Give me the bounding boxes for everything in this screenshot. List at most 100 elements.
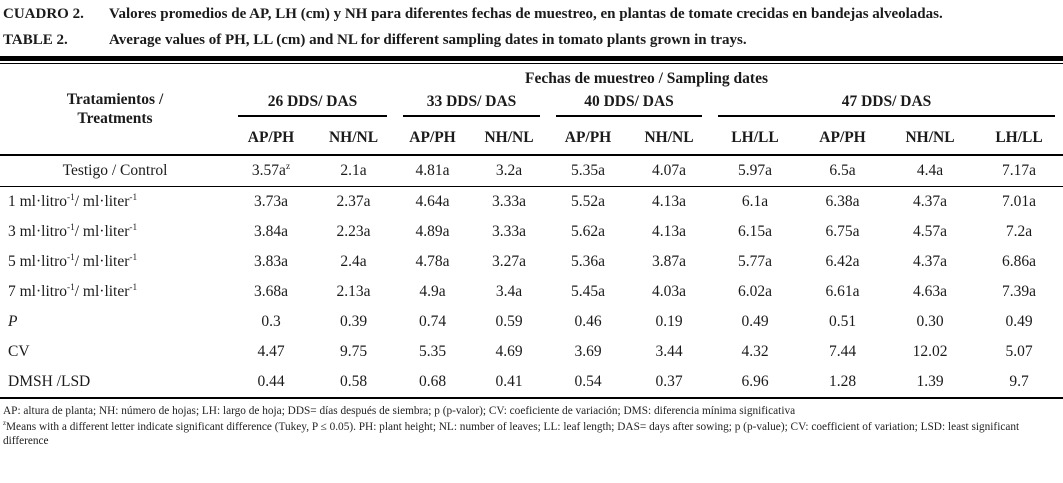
- header-row-spanner: Tratamientos / Treatments Fechas de mues…: [0, 64, 1063, 156]
- measure-column-header: NH/NL: [312, 122, 395, 156]
- data-cell: 5.77a: [737, 253, 772, 270]
- data-cell: 12.02: [912, 343, 948, 360]
- footnote-superscript-z: z: [3, 419, 7, 427]
- data-cell: 4.07a: [628, 155, 710, 187]
- data-cell: 5.97a: [710, 155, 800, 187]
- data-cell: 0.74: [418, 313, 447, 330]
- treatments-header-line2: Treatments: [77, 110, 153, 127]
- data-cell: 3.69: [574, 343, 602, 360]
- data-cell: 9.7: [1009, 373, 1029, 390]
- data-cell: 4.47: [257, 343, 285, 360]
- caption-spanish-text: Valores promedios de AP, LH (cm) y NH pa…: [109, 6, 943, 22]
- measure-column-header: NH/NL: [628, 122, 710, 156]
- row-label: 3 ml·litro-1/ ml·liter-1: [8, 222, 138, 240]
- caption-english-text: Average values of PH, LL (cm) and NL for…: [109, 32, 747, 48]
- data-cell: 5.52a: [570, 193, 605, 210]
- measure-column-header: AP/PH: [395, 122, 470, 156]
- data-cell: 2.37a: [336, 193, 371, 210]
- data-cell: 2.1a: [312, 155, 395, 187]
- data-cell: 0.3: [261, 313, 281, 330]
- data-cell: 5.36a: [570, 253, 605, 270]
- data-cell: 4.32: [741, 343, 769, 360]
- data-cell: 0.19: [655, 313, 683, 330]
- caption-spanish-label: CUADRO 2.: [3, 6, 84, 22]
- data-cell: 4.13a: [651, 193, 686, 210]
- table-header: Tratamientos / Treatments Fechas de mues…: [0, 64, 1063, 156]
- data-cell: 4.03a: [651, 283, 686, 300]
- table-row: 3 ml·litro-1/ ml·liter-1 3.84a 2.23a 4.89a 3…: [0, 217, 1063, 247]
- footnote-english-text: Means with a different letter indicate s…: [3, 420, 1020, 448]
- data-cell: 3.33a: [491, 223, 526, 240]
- measure-column-header: NH/NL: [470, 122, 548, 156]
- table-footnotes: AP: altura de planta; NH: número de hoja…: [0, 399, 1063, 449]
- data-cell: 0.58: [339, 373, 368, 390]
- data-cell: 0.51: [828, 313, 857, 330]
- measure-column-header: NH/NL: [885, 122, 975, 156]
- sampling-date-group-header: 26 DDS/ DAS: [230, 93, 395, 122]
- data-cell: 3.84a: [253, 223, 288, 240]
- data-cell: 9.75: [339, 343, 368, 360]
- data-cell: 4.64a: [415, 193, 450, 210]
- table-row: Testigo / Control 3.57az 2.1a 4.81a 3.2a 5.35…: [0, 155, 1063, 187]
- sampling-date-group-header: 47 DDS/ DAS: [710, 93, 1063, 122]
- data-cell: 0.44: [257, 373, 285, 390]
- row-label: CV: [8, 343, 30, 360]
- table-row: 7 ml·litro-1/ ml·liter-1 3.68a 2.13a 4.9a 3.…: [0, 277, 1063, 307]
- row-label: DMSH /LSD: [8, 373, 91, 390]
- data-cell: 0.54: [574, 373, 602, 390]
- data-cell: 4.89a: [415, 223, 450, 240]
- data-cell: 0.49: [741, 313, 769, 330]
- caption-spanish: CUADRO 2. Valores promedios de AP, LH (c…: [3, 3, 1059, 26]
- caption-english: TABLE 2. Average values of PH, LL (cm) a…: [3, 29, 1059, 52]
- measure-column-header: LH/LL: [975, 122, 1063, 156]
- data-cell: 6.61a: [825, 283, 860, 300]
- data-cell: 4.9a: [419, 283, 446, 300]
- data-cell: 4.4a: [885, 155, 975, 187]
- data-cell: 0.59: [495, 313, 523, 330]
- data-cell: 3.83a: [253, 253, 288, 270]
- measure-column-header: AP/PH: [800, 122, 885, 156]
- data-cell: 5.45a: [570, 283, 605, 300]
- data-cell: 7.01a: [1002, 193, 1037, 210]
- data-cell: 2.13a: [336, 283, 371, 300]
- data-cell: 4.63a: [912, 283, 947, 300]
- data-cell: 3.87a: [651, 253, 686, 270]
- table-row: 5 ml·litro-1/ ml·liter-1 3.83a 2.4a 4.78a 3.…: [0, 247, 1063, 277]
- data-cell: 3.57az: [230, 155, 312, 187]
- table-body: Testigo / Control 3.57az 2.1a 4.81a 3.2a 5.35…: [0, 155, 1063, 397]
- data-cell: 1.28: [828, 373, 857, 390]
- data-cell: 3.4a: [495, 283, 523, 300]
- data-cell: 6.1a: [741, 193, 769, 210]
- data-cell: 4.37a: [912, 253, 947, 270]
- data-cell: 5.07: [1005, 343, 1033, 360]
- data-cell: 6.96: [741, 373, 769, 390]
- data-cell: 6.38a: [825, 193, 860, 210]
- data-cell: 6.75a: [825, 223, 860, 240]
- table-bottom-rule: [0, 397, 1063, 399]
- data-cell: 5.62a: [570, 223, 605, 240]
- table-row: 1 ml·litro-1/ ml·liter-1 3.73a 2.37a 4.64a 3…: [0, 187, 1063, 218]
- data-cell: 7.17a: [975, 155, 1063, 187]
- data-cell: 6.42a: [825, 253, 860, 270]
- data-cell: 7.39a: [1002, 283, 1037, 300]
- data-cell: 2.23a: [336, 223, 371, 240]
- data-cell: 4.13a: [651, 223, 686, 240]
- table-row: P 0.3 0.39 0.74 0.59 0.46 0.19 0.49 0.51 0.30 0.49: [0, 307, 1063, 337]
- data-cell: 0.37: [655, 373, 683, 390]
- table-row: DMSH /LSD 0.44 0.58 0.68 0.41 0.54 0.37 6.96 1.2…: [0, 367, 1063, 397]
- data-cell: 6.86a: [1002, 253, 1037, 270]
- table-captions: CUADRO 2. Valores promedios de AP, LH (c…: [0, 0, 1063, 54]
- footnote-spanish: AP: altura de planta; NH: número de hoja…: [3, 405, 796, 417]
- measure-column-header: AP/PH: [548, 122, 628, 156]
- table-top-rule: [0, 56, 1063, 64]
- row-label: 7 ml·litro-1/ ml·liter-1: [8, 282, 138, 300]
- data-cell: 1.39: [916, 373, 944, 390]
- data-cell: 5.35a: [548, 155, 628, 187]
- data-table: Tratamientos / Treatments Fechas de mues…: [0, 64, 1063, 397]
- data-cell: 0.49: [1005, 313, 1033, 330]
- measure-column-header: AP/PH: [230, 122, 312, 156]
- data-cell: 6.15a: [737, 223, 772, 240]
- footnote-english: zMeans with a different letter indicate …: [3, 420, 1060, 449]
- table-row: CV 4.47 9.75 5.35 4.69 3.69 3.44 4.32 7.44 12.02 5…: [0, 337, 1063, 367]
- data-cell: 3.2a: [470, 155, 548, 187]
